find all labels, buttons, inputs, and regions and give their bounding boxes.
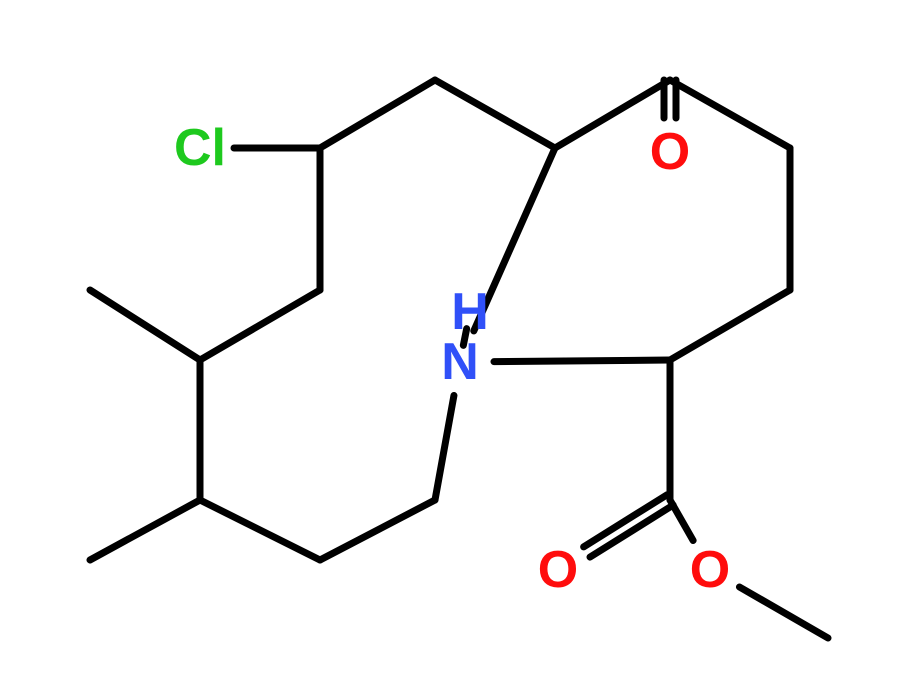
bond	[739, 587, 828, 638]
bond	[320, 500, 435, 560]
molecule-diagram: Cl O NH O O	[0, 0, 900, 680]
bond	[90, 290, 200, 360]
bond	[320, 80, 435, 148]
bond	[435, 80, 555, 148]
bond	[670, 500, 693, 540]
atom-n-label: N	[441, 333, 479, 391]
bond	[670, 290, 790, 360]
atom-o-label: O	[650, 123, 690, 181]
bond	[200, 290, 320, 360]
atom-o-label: O	[538, 541, 578, 599]
bond	[435, 395, 454, 500]
bond	[90, 500, 200, 560]
atom-o-label: O	[690, 541, 730, 599]
atom-cl-label: Cl	[174, 119, 226, 177]
bond	[200, 500, 320, 560]
atom-h-label: H	[451, 283, 489, 341]
bond	[494, 360, 670, 362]
